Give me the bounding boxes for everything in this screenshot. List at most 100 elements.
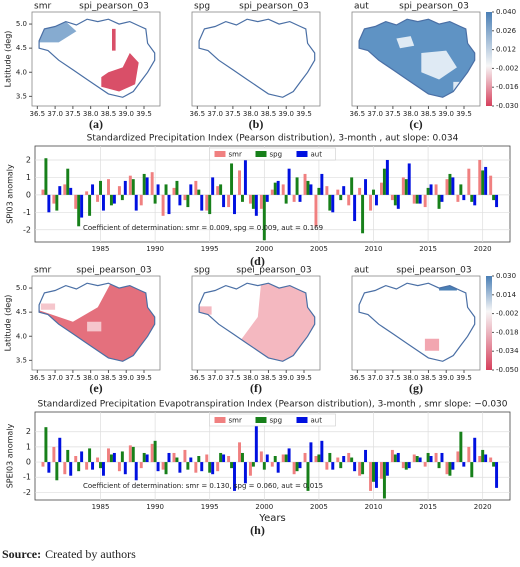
- x-tick-label: 39.5: [136, 374, 152, 382]
- map-fill: [40, 303, 56, 310]
- bar: [328, 452, 332, 463]
- bar: [208, 462, 212, 473]
- annotation: Coefficient of determination: smr = 0.00…: [83, 224, 323, 232]
- x-tick-label: 2000: [255, 245, 273, 253]
- region-outline: [38, 282, 156, 362]
- bar: [251, 462, 255, 467]
- legend-swatch: [255, 151, 267, 157]
- map-frame: [191, 275, 321, 371]
- bar: [44, 158, 48, 195]
- map-variable: spi_pearson_03: [79, 2, 149, 12]
- bar: [88, 448, 92, 463]
- map-variable: spi_pearson_03: [399, 2, 469, 12]
- bar: [243, 462, 247, 484]
- panel-label: (h): [250, 523, 265, 537]
- bar: [484, 454, 488, 463]
- bar: [139, 462, 143, 469]
- x-tick-label: 1990: [146, 503, 164, 511]
- bar: [393, 454, 397, 463]
- bar: [101, 462, 105, 476]
- bar: [292, 194, 296, 202]
- colorbar-tick-label: 0.014: [496, 291, 517, 299]
- x-tick-label: 37.5: [225, 374, 241, 382]
- bar: [473, 437, 477, 463]
- x-tick-label: 38.0: [403, 110, 419, 118]
- y-tick-label: 3.5: [16, 92, 27, 100]
- bar: [369, 462, 373, 491]
- bar: [303, 452, 307, 463]
- colorbar-tick-label: 0.012: [496, 46, 516, 54]
- x-tick-label: 38.0: [83, 110, 99, 118]
- bar: [194, 180, 198, 195]
- bar: [134, 462, 138, 481]
- bar: [117, 186, 121, 195]
- bar: [175, 180, 179, 195]
- bar: [380, 462, 383, 479]
- bar: [211, 177, 215, 195]
- map-frame: [351, 11, 481, 107]
- bar: [303, 173, 307, 195]
- bar: [495, 462, 499, 488]
- bar: [415, 456, 419, 463]
- bar: [265, 194, 269, 202]
- bar: [404, 462, 408, 470]
- bar: [342, 186, 346, 195]
- bar: [123, 180, 127, 195]
- bar: [178, 462, 182, 473]
- map-season: aut: [354, 2, 369, 12]
- bar: [374, 462, 378, 488]
- bar: [240, 194, 244, 202]
- bar: [107, 179, 110, 195]
- panel-label: (b): [249, 117, 264, 131]
- y-tick-label: 3.5: [16, 356, 27, 364]
- legend-swatch: [296, 417, 308, 423]
- colorbar: [486, 276, 492, 370]
- bar: [164, 462, 168, 475]
- bar: [287, 448, 291, 463]
- bar: [74, 456, 78, 463]
- map-season: smr: [34, 266, 51, 276]
- bar: [380, 182, 383, 195]
- bar: [462, 194, 466, 201]
- region-outline: [358, 18, 476, 98]
- map-frame: [31, 11, 161, 107]
- bar: [233, 194, 236, 215]
- bar: [197, 189, 201, 195]
- bar: [178, 194, 182, 206]
- bar: [309, 184, 313, 195]
- bar: [205, 454, 209, 463]
- x-tick-label: 39.0: [438, 374, 454, 382]
- bar: [492, 462, 496, 467]
- x-tick-label: 38.0: [243, 374, 259, 382]
- bar: [481, 449, 485, 463]
- bar: [183, 194, 187, 201]
- bar: [489, 457, 493, 463]
- x-tick-label: 38.5: [421, 374, 437, 382]
- bar: [248, 194, 252, 204]
- y-axis-label: SPI03 anomaly: [6, 164, 15, 224]
- bar: [434, 184, 438, 195]
- bar: [390, 449, 394, 463]
- bar: [120, 194, 124, 201]
- bar: [270, 462, 274, 467]
- bar: [63, 462, 67, 475]
- x-tick-label: 2005: [310, 503, 328, 511]
- bar: [295, 462, 299, 472]
- bar: [186, 194, 190, 208]
- map-season: aut: [354, 266, 369, 276]
- chart-title: Standardized Precipitation Evapotranspir…: [37, 400, 507, 410]
- colorbar-tick-label: 0.030: [496, 272, 516, 280]
- bar: [492, 194, 496, 201]
- bar: [353, 194, 357, 222]
- bar: [216, 186, 220, 195]
- x-tick-label: 37.5: [225, 110, 241, 118]
- bar: [227, 456, 231, 463]
- bar: [142, 452, 146, 463]
- panel-label: (g): [409, 381, 423, 395]
- bar: [99, 180, 102, 195]
- map-season: spg: [194, 2, 210, 12]
- bar: [473, 194, 477, 206]
- bar: [423, 462, 427, 467]
- x-tick-label: 36.5: [190, 374, 206, 382]
- panel-label: (a): [89, 117, 103, 131]
